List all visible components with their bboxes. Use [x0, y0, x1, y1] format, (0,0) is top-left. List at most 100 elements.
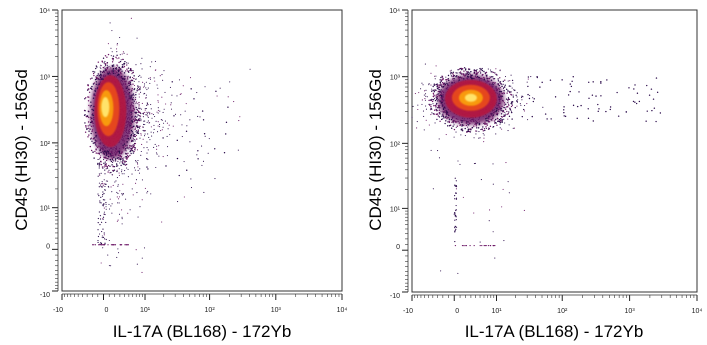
halo-event-dot [103, 156, 105, 158]
event-dot [99, 158, 101, 160]
event-dot [125, 150, 127, 152]
halo-event-dot [463, 70, 465, 72]
halo-event-dot [502, 100, 504, 102]
halo-event-dot [106, 167, 109, 169]
halo-event-dot [500, 113, 503, 115]
halo-event-dot [131, 87, 133, 90]
event-dot [111, 51, 113, 53]
halo-event-dot [90, 101, 92, 103]
edge-event-dot [454, 227, 456, 229]
halo-event-dot [452, 120, 454, 122]
event-dot [101, 180, 103, 183]
halo-event-dot [450, 118, 453, 121]
halo-event-dot [490, 76, 493, 78]
tail-event-dot [600, 82, 602, 84]
halo-event-dot [130, 149, 133, 151]
event-dot [136, 90, 138, 92]
event-dot [510, 85, 512, 87]
event-dot [462, 196, 464, 198]
event-dot [107, 185, 109, 187]
edge-event-dot [97, 235, 100, 238]
tail-event-dot [510, 111, 513, 114]
halo-event-dot [448, 120, 450, 123]
halo-event-dot [125, 157, 127, 159]
halo-event-dot [104, 55, 107, 57]
event-dot [107, 180, 109, 182]
event-dot [116, 44, 118, 46]
halo-event-dot [446, 113, 448, 115]
floor-event-dot [102, 244, 104, 246]
halo-event-dot [470, 76, 472, 79]
halo-event-dot [136, 132, 138, 134]
event-dot [100, 183, 102, 185]
halo-event-dot [497, 80, 500, 82]
halo-event-dot [453, 128, 456, 131]
tail-event-dot [576, 105, 579, 108]
halo-event-dot [126, 147, 128, 149]
tail-event-dot [648, 94, 651, 96]
halo-event-dot [436, 98, 438, 100]
tail-event-dot [176, 139, 178, 142]
event-dot [473, 162, 475, 165]
halo-event-dot [118, 150, 121, 152]
event-dot [148, 136, 150, 139]
halo-event-dot [508, 111, 510, 113]
halo-event-dot [492, 76, 494, 78]
tail-event-dot [225, 121, 228, 124]
halo-event-dot [440, 89, 442, 91]
halo-event-dot [133, 145, 135, 148]
event-dot [494, 257, 496, 259]
event-dot [155, 152, 158, 154]
floor-event-dot [489, 244, 491, 247]
density-layer [411, 63, 662, 274]
halo-event-dot [474, 123, 476, 126]
floor-event-dot [110, 244, 113, 246]
event-dot [100, 155, 102, 157]
event-dot [423, 129, 425, 131]
halo-event-dot [111, 65, 114, 67]
event-dot [136, 263, 138, 265]
event-dot [445, 133, 447, 136]
halo-event-dot [497, 83, 499, 85]
event-dot [124, 170, 126, 172]
halo-event-dot [467, 71, 470, 73]
halo-event-dot [437, 93, 439, 95]
event-dot [435, 75, 437, 77]
event-dot [520, 96, 523, 99]
tail-event-dot [527, 76, 530, 78]
y-tick-label: 10⁴ [39, 8, 50, 15]
halo-event-dot [131, 119, 133, 122]
halo-event-dot [119, 60, 122, 63]
halo-event-dot [99, 71, 102, 73]
halo-event-dot [451, 82, 453, 85]
event-dot [143, 247, 146, 249]
halo-event-dot [494, 82, 496, 84]
halo-event-dot [126, 157, 128, 159]
halo-event-dot [487, 77, 489, 80]
halo-event-dot [506, 113, 508, 116]
edge-event-dot [454, 195, 456, 197]
halo-event-dot [489, 125, 492, 128]
halo-event-dot [501, 116, 503, 118]
event-dot [103, 207, 105, 209]
event-dot [135, 249, 137, 251]
halo-event-dot [106, 67, 108, 69]
halo-event-dot [470, 120, 472, 122]
tail-event-dot [655, 120, 657, 123]
event-dot [145, 87, 147, 89]
halo-event-dot [483, 127, 486, 130]
tail-event-dot [531, 115, 533, 118]
event-dot [495, 68, 497, 70]
halo-event-dot [483, 70, 485, 73]
event-dot [109, 198, 111, 200]
event-dot [487, 68, 489, 70]
halo-event-dot [475, 71, 478, 73]
halo-event-dot [458, 68, 461, 70]
event-dot [508, 124, 510, 126]
event-dot [181, 136, 183, 138]
event-dot [501, 206, 503, 208]
halo-event-dot [122, 78, 124, 80]
halo-event-dot [437, 90, 440, 93]
halo-event-dot [439, 91, 441, 93]
